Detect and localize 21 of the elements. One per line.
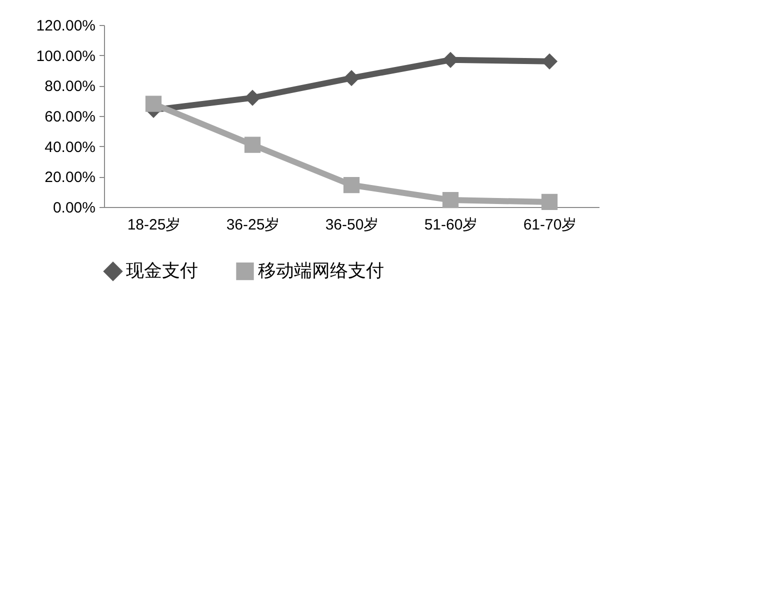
- x-tick-label: 61-70岁: [523, 216, 577, 234]
- point: [145, 96, 162, 112]
- y-tick-label: 80.00%: [44, 78, 96, 96]
- x-tick-label: 51-60岁: [424, 216, 478, 234]
- x-tick-label: 36-50岁: [325, 216, 379, 234]
- y-tick-label: 60.00%: [44, 108, 96, 126]
- point: [244, 136, 261, 153]
- y-tick-label: 40.00%: [44, 138, 96, 156]
- y-tick-label: 20.00%: [44, 169, 96, 186]
- point: [343, 176, 360, 194]
- legend-label: 现金支付: [126, 260, 198, 280]
- y-tick-label: 0.00%: [52, 200, 96, 216]
- point: [244, 90, 261, 106]
- point: [541, 194, 558, 210]
- y-tick-label: 100.00%: [36, 48, 96, 65]
- point: [442, 192, 459, 208]
- x-tick-label: 36-25岁: [226, 216, 280, 234]
- legend-label: 移动端网络支付: [258, 260, 384, 280]
- y-tick-label: 120.00%: [36, 18, 96, 34]
- x-tick-label: 18-25岁: [127, 216, 181, 234]
- point: [343, 70, 360, 86]
